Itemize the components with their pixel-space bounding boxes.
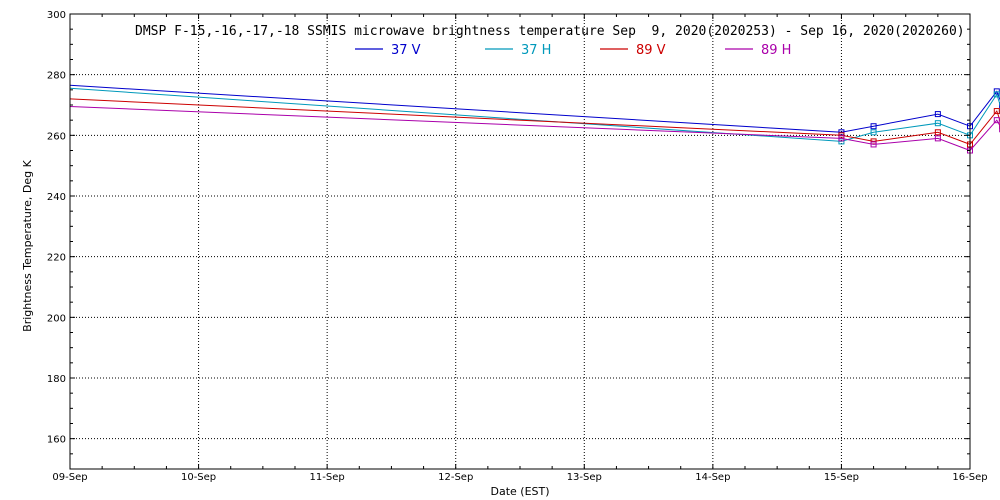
legend-label-89h: 89 H <box>761 43 791 58</box>
series-point-37h <box>993 91 1000 98</box>
x-tick-label: 12-Sep <box>438 472 473 483</box>
x-tick-label: 16-Sep <box>952 472 987 483</box>
x-tick-label: 15-Sep <box>824 472 859 483</box>
legend-item-37v: 37 V <box>355 43 421 58</box>
y-tick-label: 300 <box>47 10 66 21</box>
plot-frame <box>69 13 971 470</box>
x-tick-label: 10-Sep <box>181 472 216 483</box>
y-axis-label: Brightness Temperature, Deg K <box>21 159 34 331</box>
legend-item-89v: 89 V <box>600 43 666 58</box>
series-point-37v <box>870 123 877 130</box>
chart-title: DMSP F-15,-16,-17,-18 SSMIS microwave br… <box>135 24 965 39</box>
y-tick-label: 260 <box>47 131 66 142</box>
series-point-89h <box>934 135 941 142</box>
series-point-89v <box>838 132 845 139</box>
y-tick-label: 280 <box>47 71 66 82</box>
series-point-89v <box>993 108 1000 115</box>
series-point-37v <box>838 129 845 136</box>
series-point-89h <box>838 135 845 142</box>
series-point-37v <box>934 111 941 118</box>
y-tick-label: 220 <box>47 253 66 264</box>
legend-label-37h: 37 H <box>521 43 551 58</box>
legend-label-37v: 37 V <box>391 43 421 58</box>
y-tick-label: 240 <box>47 192 66 203</box>
series-point-37h <box>934 120 941 127</box>
x-tick-label: 13-Sep <box>567 472 602 483</box>
y-tick-label: 160 <box>47 435 66 446</box>
grid-layer <box>70 14 970 469</box>
series-layer <box>69 84 1000 154</box>
series-line-37h <box>69 87 1000 142</box>
legend: 37 V 37 H 89 V 89 H <box>355 43 791 58</box>
x-axis-label: Date (EST) <box>490 485 549 498</box>
legend-item-89h: 89 H <box>725 43 791 58</box>
ticks-layer: 160 180 200 220 240 260 280 300 09-Sep 10-Sep 11-S… <box>47 10 988 483</box>
series-point-89h <box>993 117 1000 124</box>
series-point-89h <box>870 141 877 148</box>
legend-label-89v: 89 V <box>636 43 666 58</box>
y-tick-label: 180 <box>47 374 66 385</box>
series-line-89v <box>69 98 1000 145</box>
series-point-89v <box>934 129 941 136</box>
x-tick-label: 09-Sep <box>52 472 87 483</box>
legend-item-37h: 37 H <box>485 43 551 58</box>
series-point-37h <box>870 129 877 136</box>
series-line-89h <box>69 106 1000 152</box>
y-tick-label: 200 <box>47 313 66 324</box>
x-tick-label: 11-Sep <box>310 472 345 483</box>
x-tick-label: 14-Sep <box>695 472 730 483</box>
